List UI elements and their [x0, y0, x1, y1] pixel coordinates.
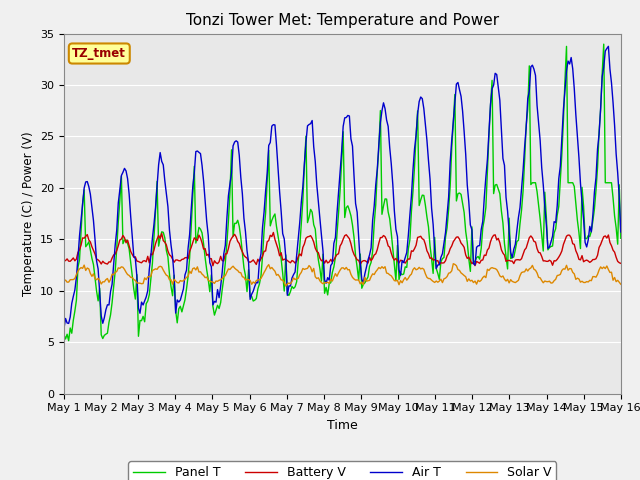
Battery V	[589, 257, 596, 263]
Solar V	[244, 277, 252, 283]
Line: Battery V: Battery V	[64, 232, 621, 266]
Air T	[254, 280, 262, 286]
Y-axis label: Temperature (C) / Power (V): Temperature (C) / Power (V)	[22, 132, 35, 296]
Panel T	[65, 338, 72, 344]
Line: Panel T: Panel T	[64, 44, 621, 341]
Solar V	[226, 266, 234, 272]
Air T	[129, 234, 136, 240]
Solar V	[129, 275, 136, 280]
X-axis label: Time: Time	[327, 419, 358, 432]
Battery V	[209, 263, 217, 269]
Text: TZ_tmet: TZ_tmet	[72, 47, 126, 60]
Line: Air T: Air T	[64, 47, 621, 328]
Battery V	[617, 261, 625, 266]
Solar V	[60, 278, 68, 284]
Title: Tonzi Tower Met: Temperature and Power: Tonzi Tower Met: Temperature and Power	[186, 13, 499, 28]
Solar V	[589, 274, 596, 279]
Panel T	[305, 215, 313, 220]
Panel T	[60, 332, 68, 338]
Air T	[60, 325, 68, 331]
Line: Solar V: Solar V	[64, 264, 621, 286]
Solar V	[282, 283, 290, 289]
Air T	[244, 259, 252, 265]
Solar V	[449, 261, 457, 266]
Panel T	[246, 294, 254, 300]
Battery V	[307, 233, 314, 239]
Battery V	[129, 252, 136, 257]
Air T	[605, 44, 612, 49]
Air T	[226, 181, 234, 187]
Battery V	[269, 229, 277, 235]
Solar V	[617, 281, 625, 287]
Battery V	[228, 236, 236, 241]
Panel T	[588, 228, 595, 234]
Air T	[303, 123, 311, 129]
Solar V	[305, 263, 313, 268]
Panel T	[228, 147, 236, 153]
Air T	[617, 229, 625, 235]
Air T	[586, 224, 594, 229]
Panel T	[255, 281, 263, 287]
Battery V	[255, 259, 263, 264]
Panel T	[130, 286, 138, 292]
Battery V	[246, 259, 254, 265]
Solar V	[254, 277, 262, 283]
Panel T	[617, 235, 625, 241]
Legend: Panel T, Battery V, Air T, Solar V: Panel T, Battery V, Air T, Solar V	[129, 461, 556, 480]
Panel T	[600, 41, 607, 47]
Battery V	[60, 258, 68, 264]
